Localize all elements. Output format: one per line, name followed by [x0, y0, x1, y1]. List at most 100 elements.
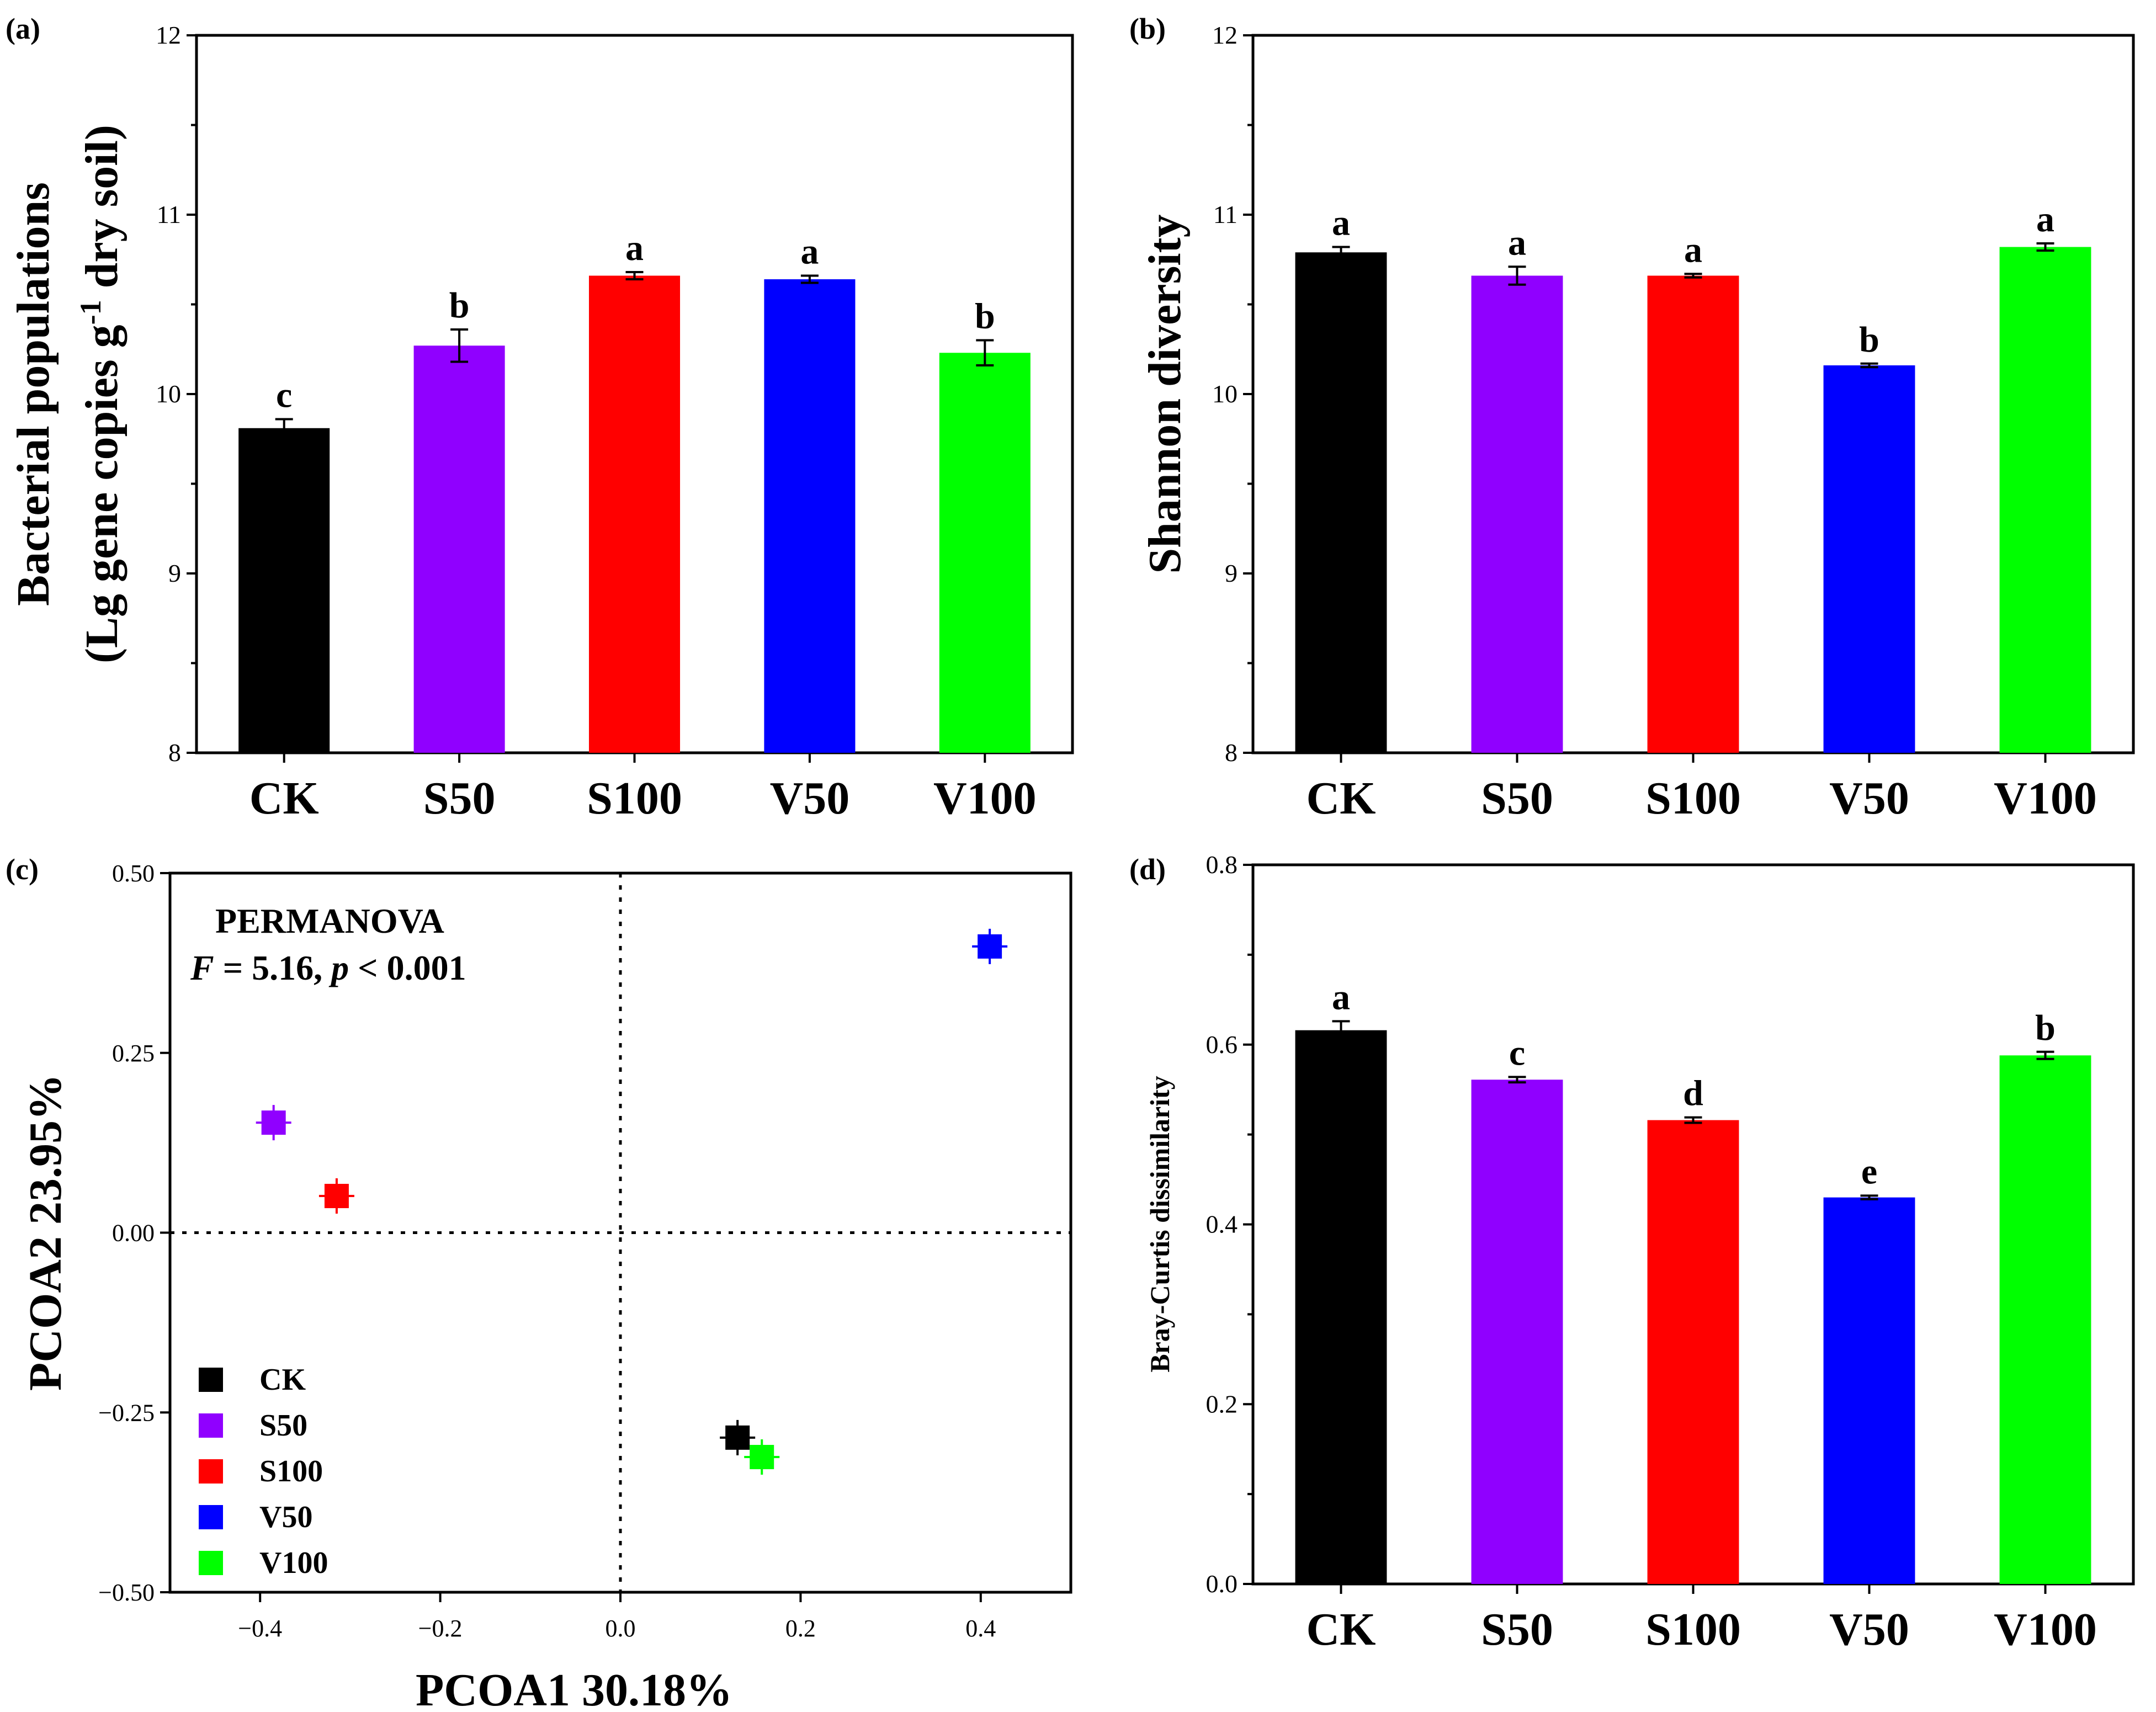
- panel-b-label: (b): [1129, 12, 1166, 45]
- x-tick-label: −0.4: [238, 1615, 282, 1642]
- significance-letter: b: [975, 296, 995, 337]
- point-v50: [978, 934, 1002, 959]
- x-tick-label: V100: [1994, 773, 2097, 824]
- bar-v100: [1999, 1055, 2091, 1584]
- y-tick-label: 0.00: [112, 1220, 155, 1247]
- bar-s50: [1471, 1080, 1563, 1584]
- significance-letter: a: [625, 228, 644, 268]
- x-tick-label: V100: [933, 773, 1037, 824]
- y-tick-label: 9: [168, 559, 181, 587]
- bar-ck: [238, 428, 330, 753]
- point-ck: [725, 1425, 750, 1450]
- legend-swatch-v100: [199, 1551, 223, 1575]
- bar-s50: [413, 345, 505, 753]
- x-tick-label: 0.4: [965, 1615, 996, 1642]
- x-tick-label: 0.2: [785, 1615, 816, 1642]
- y-tick-label: 0.8: [1206, 850, 1238, 879]
- x-tick-label: CK: [1307, 773, 1376, 824]
- panel-b: (b) 8 9 10 11 12 a a a b a CK S50 S100 V50 V100 Shan…: [1129, 12, 2135, 824]
- y-tick-label: 12: [156, 21, 181, 49]
- panel-d-ylabel: Bray-Curtis dissimilarity: [1144, 1076, 1175, 1372]
- bar-v50: [1823, 365, 1915, 753]
- x-tick-label: V50: [1829, 773, 1909, 824]
- bar-s50: [1471, 275, 1563, 753]
- significance-letter: b: [1859, 320, 1879, 360]
- significance-letter: c: [1509, 1033, 1525, 1073]
- panel-a-ylabel-line1: Bacterial populations: [8, 182, 59, 606]
- panel-d-label: (d): [1129, 853, 1166, 886]
- x-tick-label: S100: [1645, 1604, 1741, 1655]
- legend-label: S50: [259, 1408, 307, 1443]
- x-tick-label: S50: [1481, 1604, 1553, 1655]
- y-tick-label: 0.25: [112, 1040, 155, 1067]
- bar-s100: [1647, 275, 1739, 753]
- legend-label: V50: [259, 1500, 312, 1534]
- x-tick-label: CK: [249, 773, 319, 824]
- y-tick-label: 0.50: [112, 860, 155, 887]
- significance-letter: a: [1684, 230, 1702, 270]
- y-tick-label: 10: [156, 380, 181, 408]
- bar-s100: [588, 275, 681, 753]
- y-tick-label: −0.50: [98, 1579, 155, 1606]
- panel-d: (d) 0.0 0.2 0.4 0.6 0.8 a c d e b CK S50 S100 V50 V1…: [1129, 850, 2135, 1655]
- y-tick-label: 10: [1212, 380, 1238, 408]
- point-v100: [750, 1445, 774, 1470]
- legend-swatch-s100: [199, 1459, 223, 1484]
- y-tick-label: 0.2: [1206, 1390, 1238, 1418]
- y-tick-label: 12: [1212, 21, 1238, 49]
- bar-v50: [1823, 1197, 1915, 1584]
- panel-c-ylabel: PCOA2 23.95%: [20, 1074, 71, 1391]
- bar-v100: [939, 353, 1031, 753]
- x-tick-label: S50: [423, 773, 496, 824]
- x-tick-label: V100: [1994, 1604, 2097, 1655]
- bar-ck: [1295, 1030, 1387, 1584]
- point-s100: [324, 1184, 349, 1209]
- y-tick-label: −0.25: [98, 1399, 155, 1426]
- bar-v50: [764, 279, 856, 753]
- panel-b-ylabel: Shannon diversity: [1139, 214, 1191, 573]
- panel-c: (c) −0.50 −0.25 0.00 0.25 0.50 −0.4 −0.2 0.0 0.…: [6, 853, 1072, 1712]
- x-tick-label: S100: [587, 773, 682, 824]
- permanova-stats: F = 5.16, p < 0.001: [190, 948, 466, 987]
- x-tick-label: S100: [1645, 773, 1741, 824]
- significance-letter: b: [449, 285, 470, 326]
- significance-letter: d: [1683, 1073, 1703, 1114]
- y-tick-label: 8: [1225, 738, 1238, 767]
- x-tick-label: 0.0: [606, 1615, 636, 1642]
- x-tick-label: −0.2: [418, 1615, 463, 1642]
- significance-letter: a: [1508, 222, 1526, 263]
- legend-label: CK: [259, 1363, 306, 1397]
- panel-c-xlabel: PCOA1 30.18%: [416, 1665, 732, 1712]
- y-tick-label: 11: [157, 200, 181, 228]
- x-tick-label: CK: [1307, 1604, 1376, 1655]
- bar-s100: [1647, 1120, 1739, 1584]
- significance-letter: a: [800, 232, 819, 272]
- panel-a: (a) 8 9 10 11 12 c b a a b CK S50 S100 V50 V100 Bact…: [6, 12, 1074, 824]
- x-tick-label: V50: [770, 773, 850, 824]
- y-tick-label: 9: [1225, 559, 1238, 587]
- x-tick-label: V50: [1829, 1604, 1909, 1655]
- point-s50: [261, 1110, 286, 1135]
- legend-label: V100: [259, 1546, 328, 1580]
- legend-label: S100: [259, 1454, 323, 1488]
- y-tick-label: 8: [168, 738, 181, 767]
- significance-letter: b: [2035, 1008, 2056, 1048]
- significance-letter: c: [276, 375, 292, 416]
- significance-letter: a: [2036, 199, 2054, 240]
- bar-ck: [1295, 252, 1387, 753]
- significance-letter: e: [1861, 1151, 1877, 1192]
- y-tick-label: 0.6: [1206, 1030, 1238, 1059]
- legend-swatch-s50: [199, 1413, 223, 1438]
- x-tick-label: S50: [1481, 773, 1553, 824]
- significance-letter: a: [1332, 203, 1350, 243]
- permanova-title: PERMANOVA: [215, 901, 444, 940]
- panel-a-label: (a): [6, 12, 40, 45]
- panel-a-ylabel-line2: (Lg gene copies g-1 dry soil): [74, 125, 128, 663]
- significance-letter: a: [1332, 977, 1350, 1017]
- y-tick-label: 0.4: [1206, 1210, 1238, 1238]
- bar-v100: [1999, 247, 2091, 753]
- legend-swatch-v50: [199, 1505, 223, 1529]
- legend-swatch-ck: [199, 1368, 223, 1392]
- y-tick-label: 0.0: [1206, 1570, 1238, 1598]
